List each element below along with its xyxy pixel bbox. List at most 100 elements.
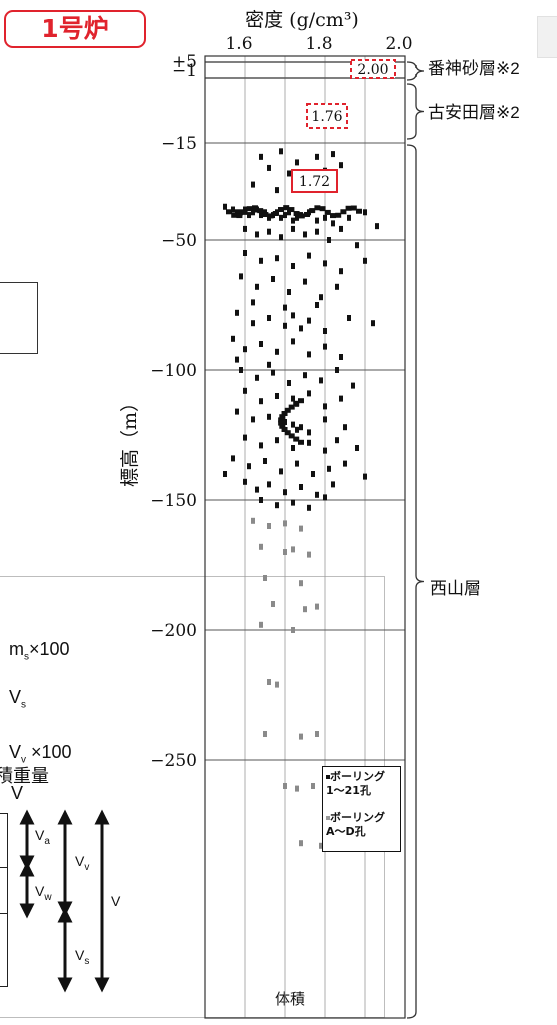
series-1-point-78: [259, 341, 263, 347]
series-1-point-43: [303, 231, 307, 238]
cluster-120-mark-4: [281, 411, 288, 416]
cluster-40-mark-7: [262, 212, 269, 218]
cluster-40-mark-12: [288, 207, 295, 213]
series-1-point-81: [307, 351, 311, 358]
series-1-point-72: [307, 317, 311, 324]
series-1-point-94: [243, 387, 247, 394]
series-2-point-6: [291, 546, 295, 553]
x-axis-title: 密度 (g/cm³): [245, 9, 359, 31]
cluster-120-mark-13: [298, 439, 304, 445]
cluster-40-mark-16: [309, 208, 316, 214]
brace-nishiyama: [406, 144, 425, 1019]
series-1-point-53: [323, 260, 327, 267]
series-1-point-29: [295, 214, 299, 221]
series-1-point-111: [343, 424, 347, 431]
series-1-point-117: [323, 447, 327, 454]
cluster-120-mark-6: [278, 417, 285, 423]
series-1-point-104: [267, 413, 271, 420]
legend-entry-1: ボーリング 1～21孔: [326, 770, 385, 797]
series-1-point-68: [267, 315, 271, 321]
cluster-40-mark-23: [345, 205, 352, 211]
layer-label-banjin: 番神砂層※2: [428, 59, 520, 78]
series-1-point-57: [255, 283, 259, 290]
series-1-point-26: [283, 212, 287, 219]
series-2-point-1: [267, 523, 271, 529]
series-2-point-8: [263, 575, 267, 581]
series-1-point-13: [231, 206, 235, 213]
legend-marker-2: [326, 816, 330, 820]
series-2-point-0: [251, 517, 255, 524]
layer-label-nishiyama: 西山層: [430, 579, 481, 598]
series-1-point-132: [267, 481, 271, 488]
series-1-point-99: [307, 390, 311, 397]
cluster-40-mark-18: [319, 206, 326, 212]
series-1-point-86: [239, 367, 243, 373]
series-1-point-46: [339, 225, 343, 232]
series-1-point-124: [295, 460, 299, 467]
y-tick-label-5: −150: [150, 491, 197, 511]
series-1-point-123: [279, 468, 283, 475]
y-tick-label-6: −200: [150, 621, 197, 641]
label-v: V: [111, 893, 121, 909]
cluster-40-mark-0: [226, 209, 232, 215]
y-tick-label-0: +5: [172, 52, 197, 72]
series-2-point-2: [283, 520, 287, 527]
series-1-point-91: [319, 377, 323, 384]
series-1-point-73: [323, 328, 327, 334]
density-box-1: [350, 59, 396, 79]
series-1-point-74: [347, 315, 351, 321]
plot-frame: [204, 55, 406, 1019]
series-1-point-87: [255, 374, 259, 381]
series-2-point-14: [291, 627, 295, 633]
series-1-point-54: [339, 268, 343, 275]
series-1-point-44: [315, 228, 319, 235]
series-2-point-23: [299, 840, 303, 847]
series-1-point-20: [259, 212, 263, 219]
series-1-point-47: [355, 242, 359, 249]
series-1-point-66: [235, 309, 239, 316]
series-2-point-17: [263, 731, 267, 737]
x-tick-label-1: 1.8: [305, 34, 332, 54]
series-1-point-59: [287, 289, 291, 295]
series-1-point-101: [339, 395, 343, 402]
unit-badge: 1号炉: [4, 10, 146, 48]
series-1-point-103: [251, 416, 255, 423]
series-1-point-71: [299, 325, 303, 332]
series-1-point-16: [243, 206, 247, 213]
cluster-40-mark-15: [304, 211, 310, 217]
series-1-point-67: [251, 320, 255, 327]
series-1-point-56: [239, 273, 243, 280]
series-1-point-97: [291, 395, 295, 402]
cluster-120-mark-9: [281, 427, 288, 432]
series-1-point-60: [303, 278, 307, 285]
series-1-point-135: [315, 491, 319, 498]
series-1-point-45: [327, 237, 331, 243]
cluster-40-mark-13: [293, 211, 300, 217]
series-1-point-39: [255, 231, 259, 238]
cluster-120-mark-0: [298, 398, 304, 404]
series-1-point-106: [291, 421, 295, 428]
cluster-120-mark-11: [288, 433, 295, 439]
series-1-point-90: [303, 372, 307, 379]
cluster-40-mark-5: [252, 205, 258, 211]
cluster-120-mark-12: [293, 436, 300, 442]
chart-legend: ボーリング 1～21孔 ボーリング A～D孔: [322, 766, 401, 852]
series-1-point-129: [363, 473, 367, 480]
formula-row-3: Vv ×100: [9, 742, 72, 766]
series-1-point-112: [243, 434, 247, 441]
series-1-point-83: [339, 354, 343, 360]
series-1-point-140: [275, 502, 279, 509]
series-1-point-18: [251, 209, 255, 216]
series-1-point-10: [251, 181, 255, 188]
series-1-point-110: [323, 416, 327, 423]
series-1-point-70: [291, 312, 295, 319]
series-1-point-137: [259, 497, 263, 503]
cluster-120-mark-7: [278, 420, 285, 426]
series-1-point-115: [291, 445, 295, 451]
series-1-point-119: [355, 445, 359, 451]
series-1-point-85: [267, 361, 271, 368]
series-1-point-138: [291, 499, 295, 506]
series-2-point-3: [299, 525, 303, 532]
series-1-point-134: [299, 484, 303, 490]
series-1-point-51: [291, 263, 295, 269]
